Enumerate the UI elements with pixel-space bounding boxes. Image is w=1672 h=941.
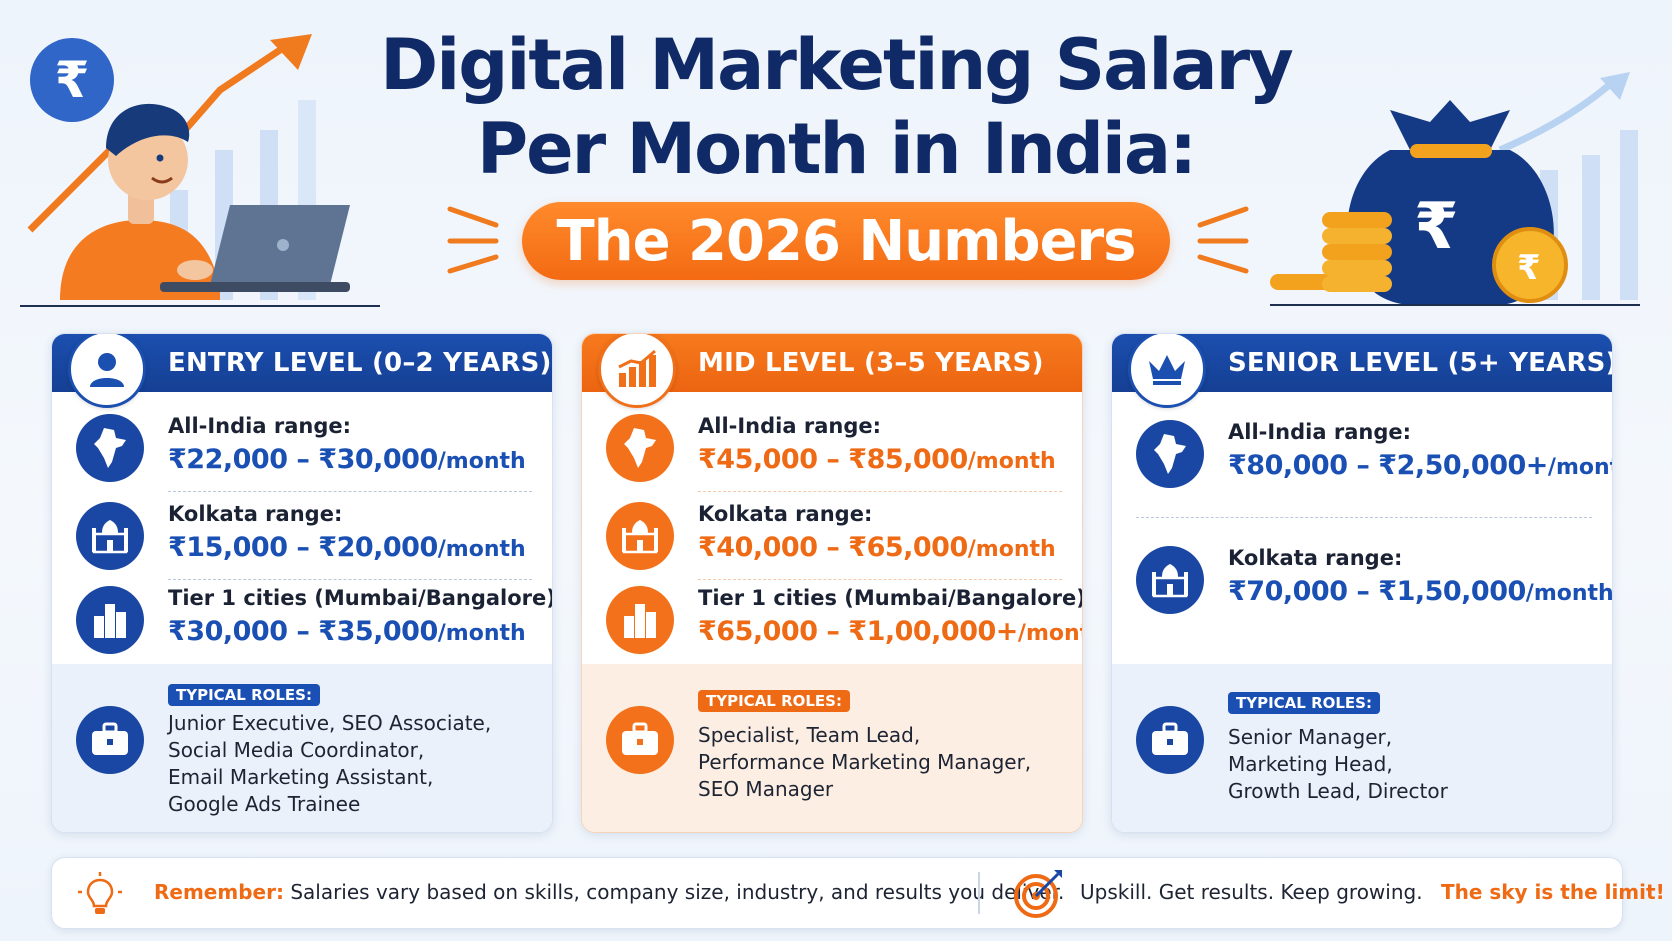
typical-roles: TYPICAL ROLES: Junior Executive, SEO Ass…: [52, 664, 552, 832]
lightbulb-icon: [78, 872, 122, 914]
user-icon: [68, 334, 146, 408]
india-map-icon: [606, 414, 674, 482]
row-label: Tier 1 cities (Mumbai/Bangalore):: [168, 586, 553, 610]
roles-tag: TYPICAL ROLES:: [168, 684, 320, 706]
divider: [168, 491, 532, 492]
remember-note: Remember: Salaries vary based on skills,…: [154, 880, 1065, 904]
moneybag-illustration-right: [1270, 72, 1640, 306]
coin-rupee-symbol: ₹: [1517, 248, 1541, 288]
bar-chart-icon: [598, 334, 676, 408]
buildings-icon: [606, 586, 674, 654]
row-value: ₹45,000 – ₹85,000/month: [698, 444, 1056, 475]
motto-line: Upskill. Get results. Keep growing. The …: [1080, 880, 1665, 904]
subtitle-pill: The 2026 Numbers: [522, 202, 1170, 280]
roles-tag: TYPICAL ROLES:: [1228, 692, 1380, 714]
mid-level-card: MID LEVEL (3–5 YEARS) All-India range: ₹…: [581, 333, 1083, 833]
roles-text: Senior Manager, Marketing Head, Growth L…: [1228, 725, 1448, 803]
row-value: ₹70,000 – ₹1,50,000/month: [1228, 576, 1613, 607]
row-label: Tier 1 cities (Mumbai/Bangalore):: [698, 586, 1083, 610]
roles-text: Junior Executive, SEO Associate, Social …: [168, 711, 492, 816]
roles-tag: TYPICAL ROLES:: [698, 690, 850, 712]
footer-separator: [978, 872, 980, 914]
burst-lines-right: [1197, 206, 1249, 274]
monument-icon: [1136, 546, 1204, 614]
briefcase-icon: [1136, 706, 1204, 774]
row-label: Kolkata range:: [1228, 546, 1403, 570]
typical-roles: TYPICAL ROLES: Senior Manager, Marketing…: [1112, 664, 1612, 832]
india-map-icon: [76, 414, 144, 482]
row-value: ₹30,000 – ₹35,000/month: [168, 616, 526, 647]
divider: [698, 579, 1062, 580]
briefcase-icon: [76, 706, 144, 774]
row-label: All-India range:: [1228, 420, 1411, 444]
page-title-line2: Per Month in India:: [476, 108, 1197, 190]
entry-level-card: ENTRY LEVEL (0–2 YEARS) All-India range:…: [51, 333, 553, 833]
footer-banner: Remember: Salaries vary based on skills,…: [51, 857, 1665, 929]
burst-lines-left: [447, 206, 499, 274]
crown-icon: [1128, 334, 1206, 408]
divider: [1136, 517, 1592, 518]
senior-level-card: SENIOR LEVEL (5+ YEARS) All-India range:…: [1111, 333, 1613, 833]
row-label: Kolkata range:: [698, 502, 873, 526]
moneybag-rupee-symbol: ₹: [1414, 190, 1459, 264]
row-label: All-India range:: [168, 414, 351, 438]
india-map-icon: [1136, 420, 1204, 488]
divider: [168, 579, 532, 580]
typical-roles: TYPICAL ROLES: Specialist, Team Lead, Pe…: [582, 664, 1082, 832]
page-title-line1: Digital Marketing Salary: [380, 24, 1294, 106]
roles-text: Specialist, Team Lead, Performance Marke…: [698, 723, 1032, 801]
row-label: Kolkata range:: [168, 502, 343, 526]
row-value: ₹40,000 – ₹65,000/month: [698, 532, 1056, 563]
row-value: ₹80,000 – ₹2,50,000+/month: [1228, 450, 1612, 481]
rupee-badge: ₹: [30, 38, 114, 122]
target-icon: [1014, 870, 1062, 918]
divider: [698, 491, 1062, 492]
buildings-icon: [76, 586, 144, 654]
monument-icon: [606, 502, 674, 570]
row-value: ₹22,000 – ₹30,000/month: [168, 444, 526, 475]
row-value: ₹65,000 – ₹1,00,000+/month: [698, 616, 1082, 647]
growth-illustration-left: [20, 34, 380, 307]
row-value: ₹15,000 – ₹20,000/month: [168, 532, 526, 563]
row-label: All-India range:: [698, 414, 881, 438]
briefcase-icon: [606, 706, 674, 774]
monument-icon: [76, 502, 144, 570]
